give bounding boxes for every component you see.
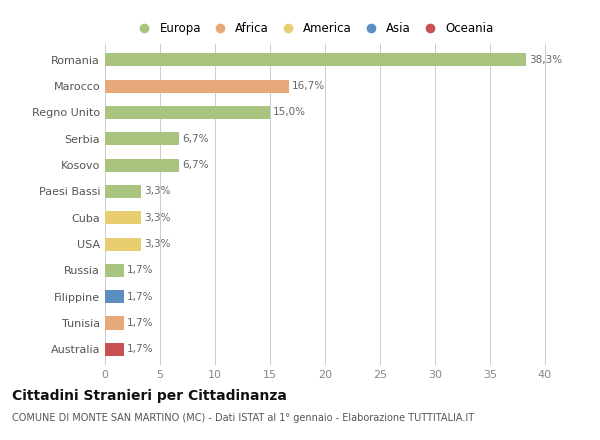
Bar (105, 264, 124, 277)
Text: 6,7%: 6,7% (182, 134, 209, 144)
Bar (105, 53, 526, 66)
Bar (105, 316, 124, 330)
Text: 1,7%: 1,7% (127, 265, 154, 275)
Bar (105, 238, 142, 251)
Text: 3,3%: 3,3% (145, 239, 171, 249)
Bar (105, 106, 270, 119)
Bar (105, 211, 142, 224)
Text: 3,3%: 3,3% (145, 187, 171, 196)
Legend: Europa, Africa, America, Asia, Oceania: Europa, Africa, America, Asia, Oceania (133, 22, 493, 35)
Text: 15,0%: 15,0% (274, 107, 307, 117)
Text: COMUNE DI MONTE SAN MARTINO (MC) - Dati ISTAT al 1° gennaio - Elaborazione TUTTI: COMUNE DI MONTE SAN MARTINO (MC) - Dati … (12, 413, 474, 423)
Bar (105, 132, 179, 145)
Text: 1,7%: 1,7% (127, 345, 154, 354)
Text: 3,3%: 3,3% (145, 213, 171, 223)
Text: 1,7%: 1,7% (127, 318, 154, 328)
Bar (105, 158, 179, 172)
Bar (105, 185, 142, 198)
Bar (105, 290, 124, 303)
Text: 38,3%: 38,3% (530, 55, 563, 65)
Bar (105, 80, 289, 93)
Text: 16,7%: 16,7% (292, 81, 325, 91)
Text: 6,7%: 6,7% (182, 160, 209, 170)
Text: Cittadini Stranieri per Cittadinanza: Cittadini Stranieri per Cittadinanza (12, 389, 287, 403)
Bar (105, 343, 124, 356)
Text: 1,7%: 1,7% (127, 292, 154, 302)
